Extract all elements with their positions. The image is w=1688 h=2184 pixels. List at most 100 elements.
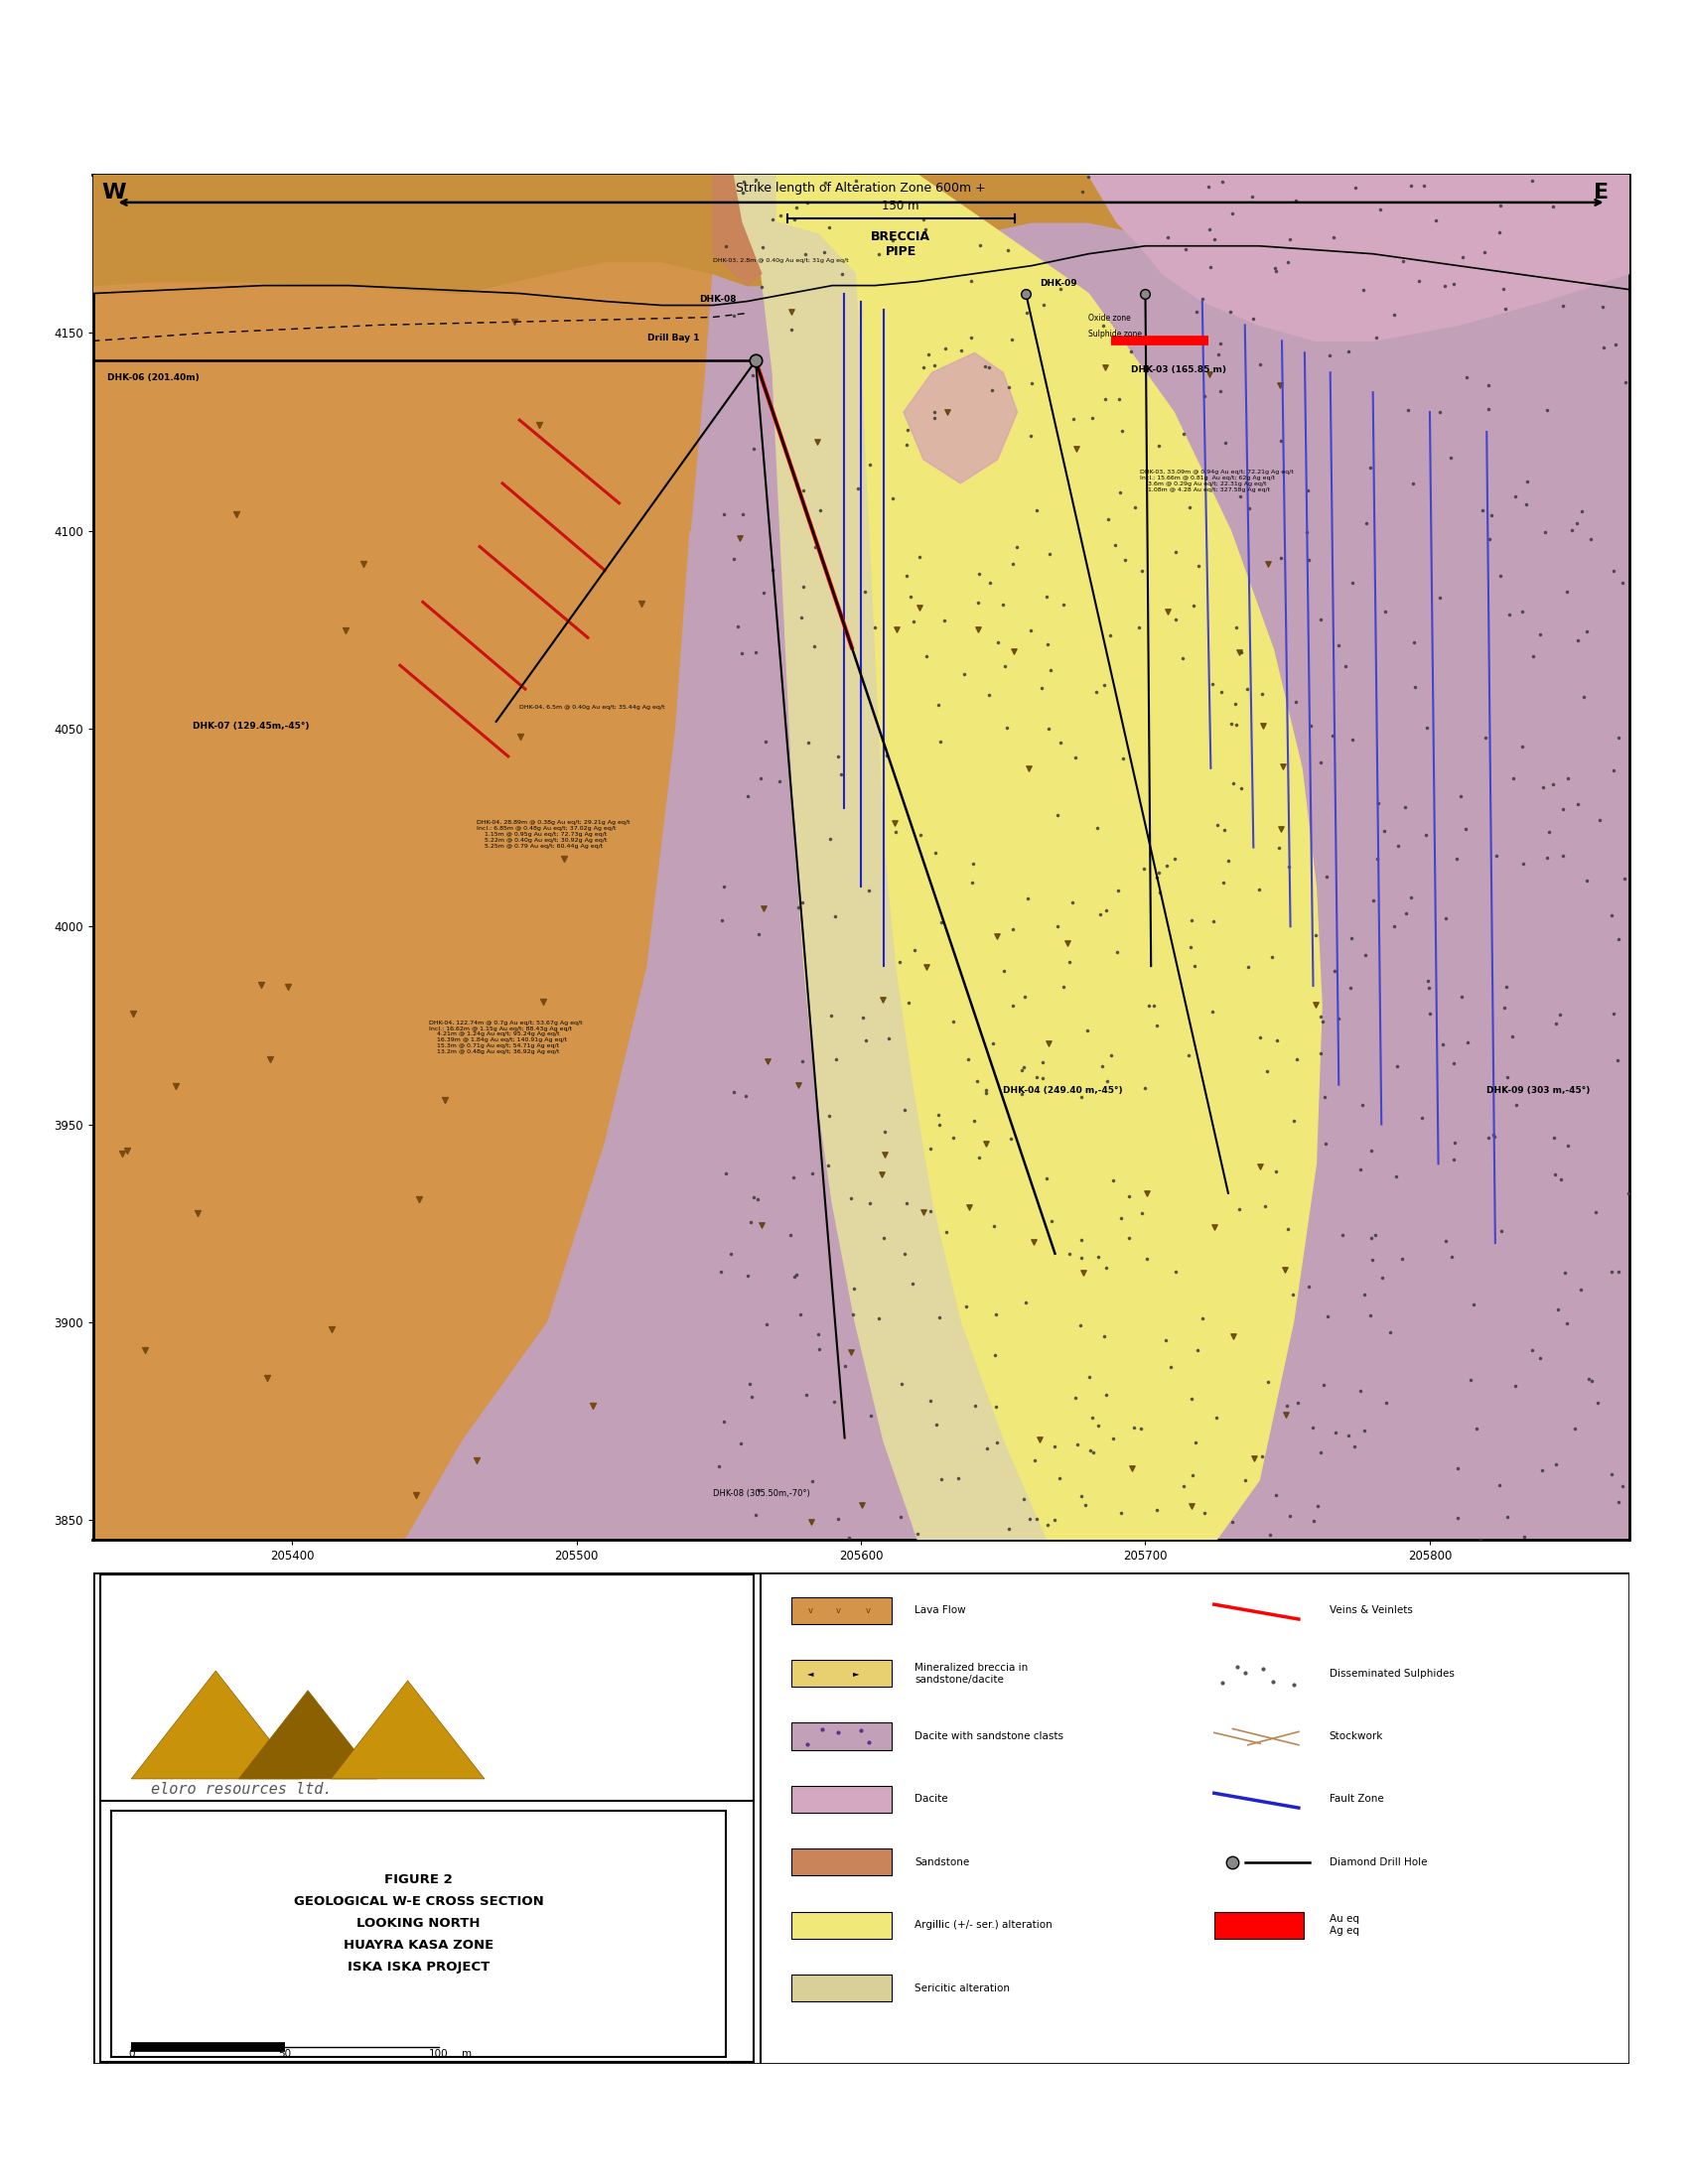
Point bbox=[824, 738, 851, 773]
Point bbox=[1509, 594, 1536, 629]
Point bbox=[964, 1064, 991, 1099]
Point bbox=[1274, 245, 1301, 280]
Point bbox=[1247, 1439, 1274, 1474]
Point bbox=[871, 1114, 898, 1149]
Point bbox=[1280, 1278, 1307, 1313]
Point bbox=[917, 1382, 944, 1417]
Point bbox=[991, 649, 1018, 684]
Point bbox=[1047, 1461, 1074, 1496]
Point bbox=[824, 1503, 851, 1538]
Point bbox=[1082, 675, 1109, 710]
Point bbox=[1256, 1518, 1283, 1553]
Text: v: v bbox=[866, 1605, 871, 1614]
Point bbox=[841, 1271, 868, 1306]
Point bbox=[966, 1140, 993, 1175]
Point bbox=[1241, 301, 1268, 336]
Point bbox=[223, 496, 250, 531]
Text: DHK-04 (249.40 m,-45°): DHK-04 (249.40 m,-45°) bbox=[1003, 1085, 1123, 1094]
Point bbox=[1085, 1241, 1112, 1275]
Point bbox=[858, 1398, 885, 1433]
Point bbox=[1070, 1256, 1097, 1291]
Point bbox=[852, 574, 879, 609]
Point bbox=[1224, 708, 1251, 743]
Point bbox=[734, 1258, 761, 1293]
Point bbox=[852, 1024, 879, 1059]
Point bbox=[1018, 612, 1045, 646]
Text: DHK-04, 122.74m @ 0.7g Au eq/t; 53.67g Ag eq/t
Incl.: 16.62m @ 1.15g Au eq/t; 88: DHK-04, 122.74m @ 0.7g Au eq/t; 53.67g A… bbox=[429, 1020, 582, 1055]
Point bbox=[906, 539, 933, 574]
Text: DHK-03, 2.8m @ 0.40g Au eq/t; 31g Ag eq/t: DHK-03, 2.8m @ 0.40g Au eq/t; 31g Ag eq/… bbox=[712, 258, 849, 262]
Point bbox=[1415, 963, 1442, 998]
Point bbox=[1475, 522, 1502, 557]
Point bbox=[1364, 841, 1391, 876]
Point bbox=[1599, 1457, 1626, 1492]
Point bbox=[1453, 1024, 1480, 1059]
Point bbox=[766, 764, 793, 799]
Point bbox=[1121, 489, 1148, 524]
Point bbox=[1026, 1422, 1053, 1457]
Point bbox=[1069, 1079, 1096, 1114]
Point bbox=[795, 725, 822, 760]
Point bbox=[984, 919, 1011, 954]
Point bbox=[955, 1190, 982, 1225]
Point bbox=[1094, 1064, 1121, 1099]
Point bbox=[1494, 1059, 1521, 1094]
Point bbox=[827, 758, 854, 793]
Point bbox=[753, 1308, 780, 1343]
Point bbox=[1062, 1380, 1089, 1415]
Point bbox=[744, 1472, 771, 1507]
Point bbox=[1573, 614, 1600, 649]
Point bbox=[1519, 1332, 1546, 1367]
Point bbox=[530, 985, 557, 1020]
Text: Sandstone: Sandstone bbox=[915, 1856, 969, 1867]
Point bbox=[113, 1133, 140, 1168]
Point bbox=[778, 295, 805, 330]
Point bbox=[861, 609, 888, 644]
Point bbox=[928, 904, 955, 939]
Point bbox=[1035, 710, 1062, 745]
Point bbox=[954, 1042, 981, 1077]
Point bbox=[1357, 450, 1384, 485]
Point bbox=[805, 1332, 832, 1367]
Point bbox=[729, 175, 756, 210]
Point bbox=[1413, 817, 1440, 852]
Point bbox=[815, 210, 842, 245]
Polygon shape bbox=[238, 1690, 376, 1778]
Point bbox=[1602, 328, 1629, 363]
Point bbox=[1339, 922, 1366, 957]
Point bbox=[1177, 489, 1204, 524]
Point bbox=[1274, 1212, 1301, 1247]
Point bbox=[1325, 627, 1352, 662]
Text: Veins & Veinlets: Veins & Veinlets bbox=[1330, 1605, 1413, 1616]
Point bbox=[746, 760, 773, 795]
Point bbox=[1050, 587, 1077, 622]
Point bbox=[1352, 937, 1379, 972]
Point bbox=[1545, 1293, 1572, 1328]
Point bbox=[917, 1192, 944, 1227]
Point bbox=[1254, 546, 1281, 581]
Text: ◄: ◄ bbox=[807, 1669, 814, 1677]
Point bbox=[1139, 987, 1166, 1022]
Point bbox=[1085, 1409, 1112, 1444]
Point bbox=[866, 1302, 893, 1337]
Point bbox=[999, 911, 1026, 946]
Point bbox=[888, 1498, 915, 1533]
Point bbox=[871, 1221, 898, 1256]
Point bbox=[1335, 1417, 1362, 1452]
Point bbox=[792, 238, 819, 273]
Point bbox=[1322, 1415, 1349, 1450]
Point bbox=[1283, 684, 1310, 719]
Point bbox=[912, 212, 939, 247]
Point bbox=[886, 946, 913, 981]
Point bbox=[920, 347, 947, 382]
Point bbox=[1440, 1142, 1467, 1177]
Point bbox=[1533, 841, 1560, 876]
Point bbox=[1209, 164, 1236, 199]
Point bbox=[1502, 478, 1529, 513]
Point bbox=[945, 1461, 972, 1496]
Point bbox=[1249, 677, 1276, 712]
Point bbox=[1445, 1500, 1472, 1535]
Point bbox=[979, 1026, 1006, 1061]
Point bbox=[785, 889, 812, 924]
Point bbox=[729, 498, 756, 533]
